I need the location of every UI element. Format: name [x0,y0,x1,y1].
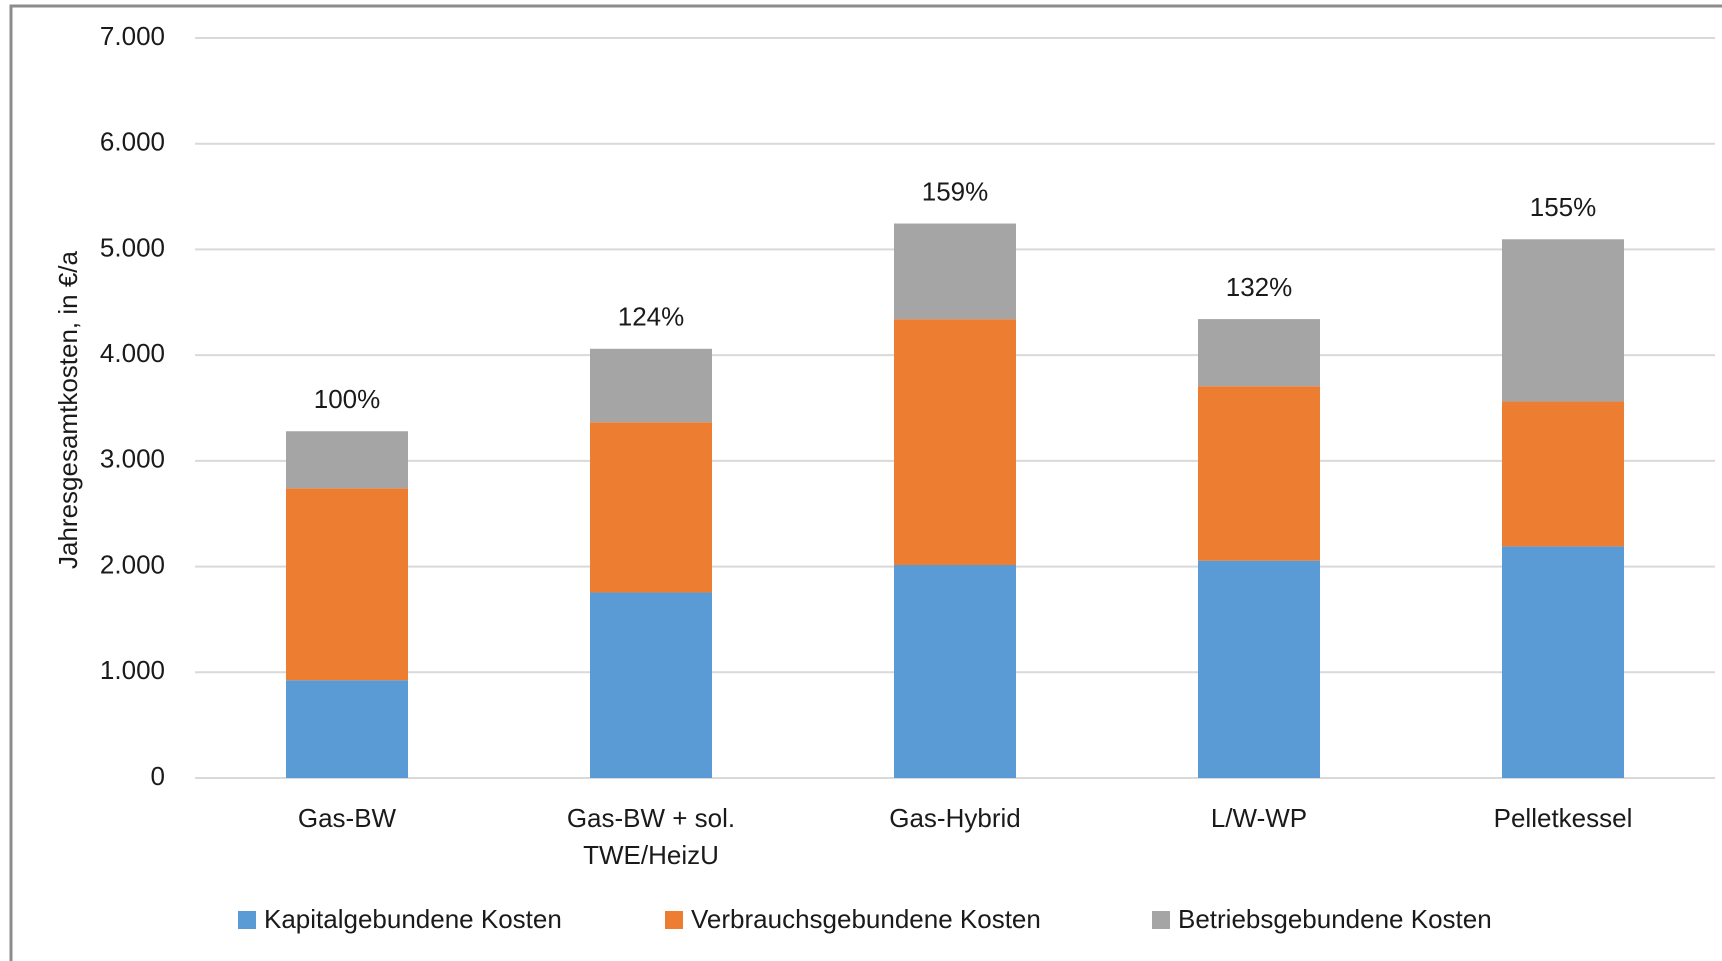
legend-label: Kapitalgebundene Kosten [264,904,562,934]
y-tick-label: 5.000 [100,232,165,262]
legend-swatch [238,911,256,929]
y-tick-label: 0 [151,761,165,791]
x-tick-label: L/W-WP [1211,803,1307,833]
frame [9,4,1722,961]
bar-segment [590,592,712,778]
x-tick-label: Pelletkessel [1494,803,1633,833]
bar-segment [1502,401,1624,547]
bar-segment [590,348,712,423]
legend-swatch [665,911,683,929]
y-tick-label: 4.000 [100,338,165,368]
bar-segment [1502,546,1624,778]
bar-segment [894,319,1016,565]
bar-segment [286,680,408,778]
bar-segment [1502,239,1624,402]
bar-segment [1198,560,1320,778]
total-label: 132% [1226,272,1293,302]
legend-label: Verbrauchsgebundene Kosten [691,904,1041,934]
bar-segment [1198,319,1320,387]
bar-segment [894,564,1016,778]
bar-segment [286,488,408,681]
x-tick-label: Gas-BW [298,803,397,833]
y-tick-label: 2.000 [100,549,165,579]
y-tick-label: 6.000 [100,127,165,157]
x-tick-label: Gas-Hybrid [889,803,1020,833]
total-label: 159% [922,176,989,206]
total-label: 155% [1530,192,1597,222]
total-label: 124% [618,302,685,332]
total-label: 100% [314,384,381,414]
y-tick-label: 7.000 [100,21,165,51]
y-axis-label: Jahresgesamtkosten, in €/a [53,250,83,568]
bar-segment [894,223,1016,320]
bar-segment [590,422,712,593]
y-tick-label: 3.000 [100,444,165,474]
bar-segment [286,431,408,489]
bar-segment [1198,386,1320,561]
legend-label: Betriebsgebundene Kosten [1178,904,1492,934]
y-tick-label: 1.000 [100,655,165,685]
legend-swatch [1152,911,1170,929]
x-tick-label: Gas-BW + sol. TWE/HeizU [567,803,735,870]
